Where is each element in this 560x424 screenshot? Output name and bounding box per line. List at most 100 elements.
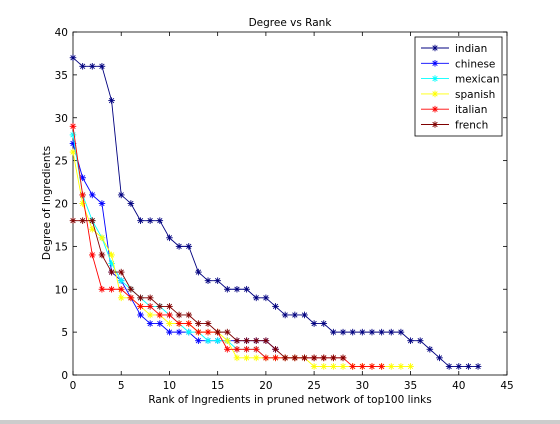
data-point-indian xyxy=(224,285,231,293)
data-point-italian xyxy=(262,354,270,362)
data-point-french xyxy=(117,268,125,276)
data-point-indian xyxy=(281,311,289,319)
data-point-indian xyxy=(320,320,328,327)
data-point-indian xyxy=(387,328,395,336)
x-tick-label: 35 xyxy=(404,380,417,392)
data-point-french xyxy=(272,345,279,353)
legend-marker xyxy=(431,105,439,113)
x-tick-label: 0 xyxy=(70,380,77,392)
data-point-indian xyxy=(243,285,250,293)
legend-label: mexican xyxy=(455,74,500,86)
data-point-indian xyxy=(108,97,115,104)
x-tick-label: 5 xyxy=(118,380,125,392)
data-point-italian xyxy=(378,363,385,370)
legend-item-mexican: mexican xyxy=(421,74,500,86)
legend-marker xyxy=(431,75,439,82)
data-point-indian xyxy=(79,63,86,70)
data-point-french xyxy=(195,320,202,327)
data-point-italian xyxy=(79,191,86,199)
data-point-indian xyxy=(185,243,193,250)
data-point-indian xyxy=(368,328,376,336)
y-tick-label: 15 xyxy=(55,241,68,253)
data-point-indian xyxy=(137,217,144,224)
data-point-indian xyxy=(156,217,164,224)
data-point-french xyxy=(301,354,308,362)
data-point-french xyxy=(252,337,260,344)
legend-marker xyxy=(431,90,439,98)
data-point-chinese xyxy=(156,320,164,327)
data-point-spanish xyxy=(397,363,405,370)
legend-marker xyxy=(431,60,439,67)
data-point-spanish xyxy=(252,354,260,362)
data-point-spanish xyxy=(407,363,414,370)
data-point-indian xyxy=(117,191,125,199)
legend-item-spanish: spanish xyxy=(421,89,495,101)
data-point-indian xyxy=(272,303,279,310)
data-point-spanish xyxy=(98,234,106,242)
data-point-italian xyxy=(359,363,366,370)
data-point-spanish xyxy=(339,363,347,370)
data-point-indian xyxy=(407,337,414,344)
legend-box xyxy=(414,36,503,137)
data-point-indian xyxy=(233,285,241,293)
legend-item-chinese: chinese xyxy=(421,58,495,70)
data-point-french xyxy=(185,311,193,319)
data-point-chinese xyxy=(166,328,173,336)
data-point-italian xyxy=(185,320,193,327)
x-tick-label: 10 xyxy=(163,380,176,392)
data-point-spanish xyxy=(330,363,337,370)
data-point-spanish xyxy=(146,311,154,319)
data-point-italian xyxy=(243,345,250,353)
data-point-indian xyxy=(378,328,385,336)
legend-label: chinese xyxy=(455,58,495,70)
data-point-italian xyxy=(252,345,260,353)
data-point-indian xyxy=(291,311,299,319)
x-axis-label: Rank of Ingredients in pruned network of… xyxy=(148,394,431,406)
data-point-french xyxy=(330,354,337,362)
data-point-french xyxy=(339,354,347,362)
data-point-french xyxy=(291,354,299,362)
data-point-indian xyxy=(474,363,482,370)
data-point-indian xyxy=(339,328,347,336)
axis-ticks: 0 5 10 15 20 25 30 35 40 45 0 5 10 15 20 25 30 35 40 xyxy=(55,27,514,392)
data-point-chinese xyxy=(175,328,183,336)
data-point-italian xyxy=(88,251,96,259)
data-point-spanish xyxy=(108,251,115,259)
data-point-spanish xyxy=(320,363,328,370)
data-point-indian xyxy=(445,363,453,370)
x-tick-label: 45 xyxy=(500,380,513,392)
data-point-french xyxy=(262,337,270,344)
data-point-indian xyxy=(262,294,270,302)
x-tick-label: 40 xyxy=(452,380,465,392)
data-point-indian xyxy=(455,363,463,370)
data-point-italian xyxy=(349,363,356,370)
data-point-italian xyxy=(368,363,376,370)
y-tick-label: 20 xyxy=(55,199,68,211)
data-point-indian xyxy=(310,320,318,327)
data-point-italian xyxy=(117,285,125,293)
data-point-italian xyxy=(233,345,241,353)
data-point-french xyxy=(214,328,221,336)
y-axis-label: Degree of Ingredients xyxy=(41,146,53,260)
data-point-italian xyxy=(204,328,212,336)
legend-label: indian xyxy=(455,43,487,55)
data-point-italian xyxy=(175,320,183,327)
data-point-indian xyxy=(416,337,424,344)
x-tick-label: 25 xyxy=(307,380,320,392)
data-point-french xyxy=(127,285,135,293)
data-point-spanish xyxy=(79,200,86,207)
data-point-italian xyxy=(108,285,115,293)
x-tick-label: 30 xyxy=(356,380,369,392)
legend-marker xyxy=(431,44,439,52)
data-point-spanish xyxy=(166,320,173,327)
data-point-italian xyxy=(69,123,77,130)
data-point-chinese xyxy=(137,311,144,319)
data-point-indian xyxy=(426,345,434,353)
y-tick-label: 30 xyxy=(55,113,68,125)
data-point-french xyxy=(79,217,86,224)
data-point-french xyxy=(156,303,164,310)
data-point-spanish xyxy=(69,148,77,156)
data-point-italian xyxy=(166,311,173,319)
data-point-french xyxy=(175,311,183,319)
